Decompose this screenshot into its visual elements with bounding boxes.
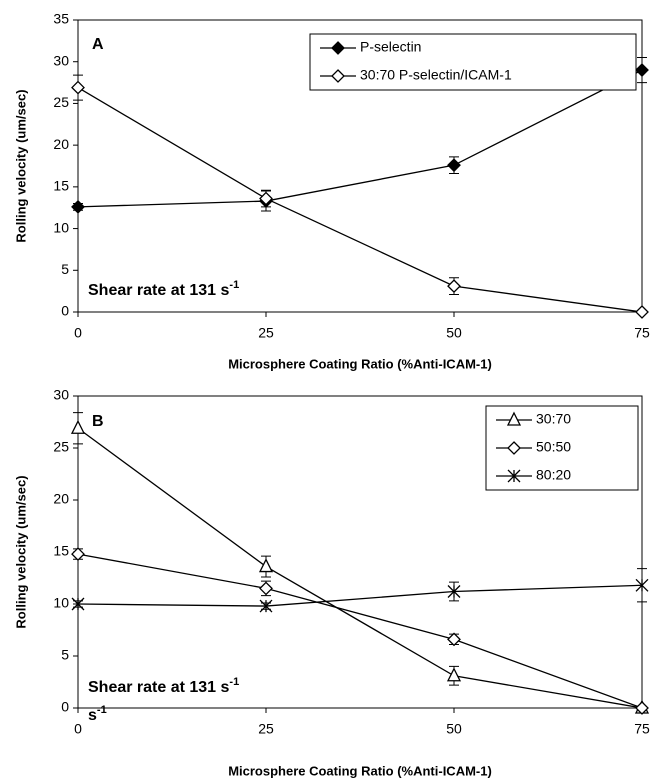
y-tick-label: 5 [61, 647, 69, 663]
y-axis-label: Rolling velocity (um/sec) [13, 89, 28, 242]
legend-label: 80:20 [536, 467, 571, 483]
marker [635, 63, 649, 77]
y-tick-label: 0 [61, 699, 69, 715]
series-line [77, 553, 643, 709]
series-line [77, 87, 643, 313]
y-tick-label: 20 [53, 491, 69, 507]
annotation-sup: -1 [229, 279, 239, 291]
y-tick-label: 20 [53, 136, 69, 152]
panel-label: A [92, 36, 104, 53]
legend-box [309, 33, 637, 91]
y-tick-label: 10 [53, 595, 69, 611]
marker [635, 578, 649, 592]
marker [259, 191, 273, 206]
x-tick-label: 75 [634, 325, 650, 341]
legend-marker [331, 41, 345, 55]
marker [71, 597, 85, 611]
legend-label: 30:70 [536, 411, 571, 427]
y-tick-label: 30 [53, 52, 69, 68]
y-tick-label: 25 [53, 94, 69, 110]
legend-marker [507, 441, 521, 455]
x-tick-label: 0 [74, 325, 82, 341]
y-tick-label: 15 [53, 543, 69, 559]
y-tick-label: 35 [53, 11, 69, 27]
marker [71, 547, 85, 561]
x-tick-label: 50 [446, 325, 462, 341]
x-axis-label: Microsphere Coating Ratio (%Anti-ICAM-1) [228, 763, 492, 778]
annotation-text: s [88, 707, 97, 724]
legend-label: P-selectin [360, 39, 421, 55]
y-axis-label: Rolling velocity (um/sec) [13, 475, 28, 628]
legend-marker [331, 69, 345, 83]
y-tick-label: 30 [53, 387, 69, 403]
marker [259, 599, 273, 613]
plot-frame [77, 19, 643, 313]
y-tick-label: 0 [61, 303, 69, 319]
y-tick-label: 15 [53, 178, 69, 194]
x-tick-label: 25 [258, 325, 274, 341]
series-line [77, 584, 643, 607]
y-tick-label: 10 [53, 219, 69, 235]
marker [258, 558, 274, 573]
annotation-sup: -1 [229, 676, 239, 688]
series-line [77, 427, 643, 709]
x-tick-label: 75 [634, 721, 650, 737]
marker [635, 701, 649, 715]
annotation: s-1 [88, 704, 107, 724]
marker [447, 158, 461, 173]
marker [447, 585, 461, 598]
marker [70, 419, 86, 434]
series-line [77, 69, 643, 208]
x-tick-label: 0 [74, 721, 82, 737]
annotation-text: Shear rate at 131 s [88, 282, 230, 299]
y-tick-label: 25 [53, 439, 69, 455]
panel-label: B [92, 413, 104, 430]
legend-label: 50:50 [536, 439, 571, 455]
marker [71, 80, 85, 95]
legend-label: 30:70 P-selectin/ICAM-1 [360, 67, 512, 83]
annotation: Shear rate at 131 s-1 [88, 676, 239, 696]
annotation-sup: -1 [97, 704, 107, 716]
annotation-text: Shear rate at 131 s [88, 679, 230, 696]
marker [635, 305, 649, 319]
x-tick-label: 50 [446, 721, 462, 737]
marker [71, 199, 85, 214]
marker [446, 667, 462, 682]
marker [447, 279, 461, 294]
legend-marker [506, 411, 522, 426]
x-axis-label: Microsphere Coating Ratio (%Anti-ICAM-1) [228, 356, 492, 371]
x-tick-label: 25 [258, 721, 274, 737]
legend-marker [507, 469, 521, 483]
marker [259, 581, 273, 596]
marker [447, 632, 461, 647]
y-tick-label: 5 [61, 261, 69, 277]
annotation: Shear rate at 131 s-1 [88, 279, 239, 299]
